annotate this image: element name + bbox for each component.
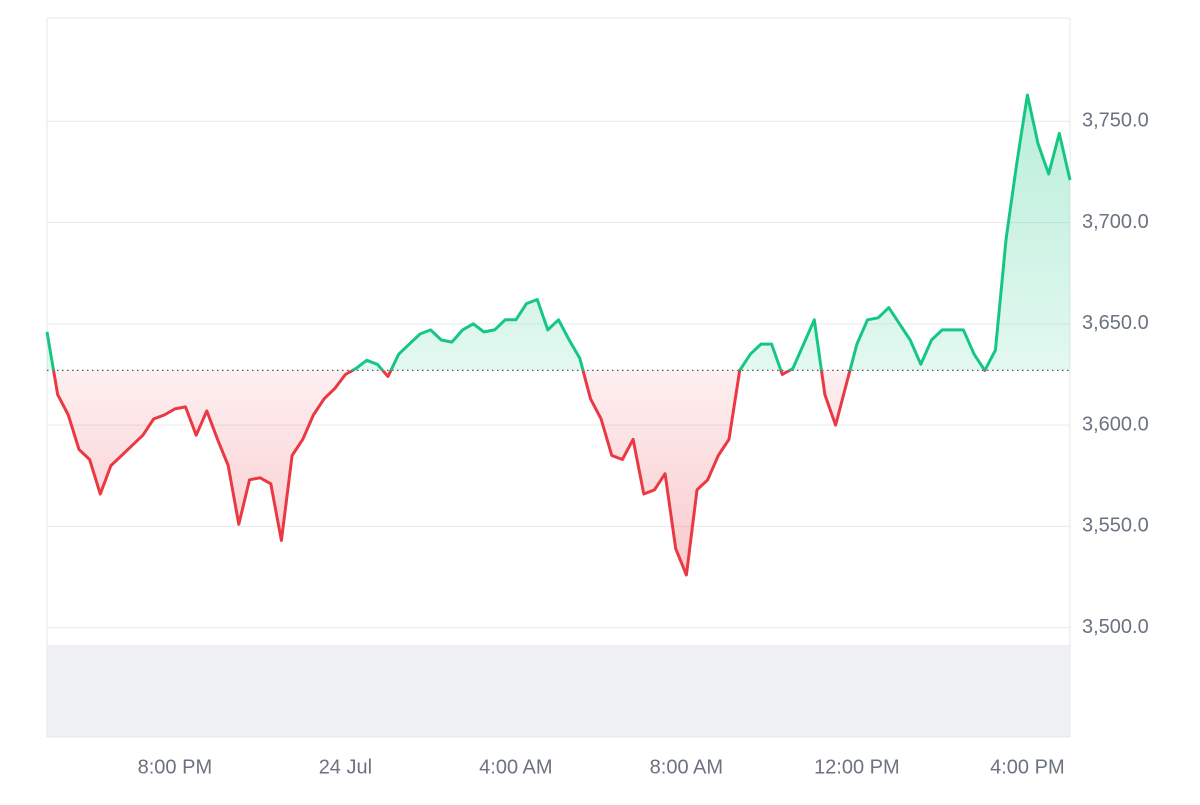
y-tick-label: 3,500.0	[1082, 616, 1149, 638]
volume-band	[47, 645, 1070, 737]
y-tick-label: 3,650.0	[1082, 312, 1149, 334]
x-tick-label: 4:00 PM	[990, 756, 1064, 778]
x-tick-label: 24 Jul	[319, 756, 372, 778]
price-area	[47, 95, 1070, 575]
y-tick-label: 3,700.0	[1082, 211, 1149, 233]
y-tick-label: 3,750.0	[1082, 110, 1149, 132]
x-tick-label: 12:00 PM	[814, 756, 900, 778]
x-tick-label: 4:00 AM	[479, 756, 552, 778]
x-tick-label: 8:00 PM	[138, 756, 212, 778]
y-tick-label: 3,550.0	[1082, 515, 1149, 537]
price-line	[45, 93, 1072, 577]
x-tick-label: 8:00 AM	[650, 756, 723, 778]
y-tick-label: 3,600.0	[1082, 413, 1149, 435]
